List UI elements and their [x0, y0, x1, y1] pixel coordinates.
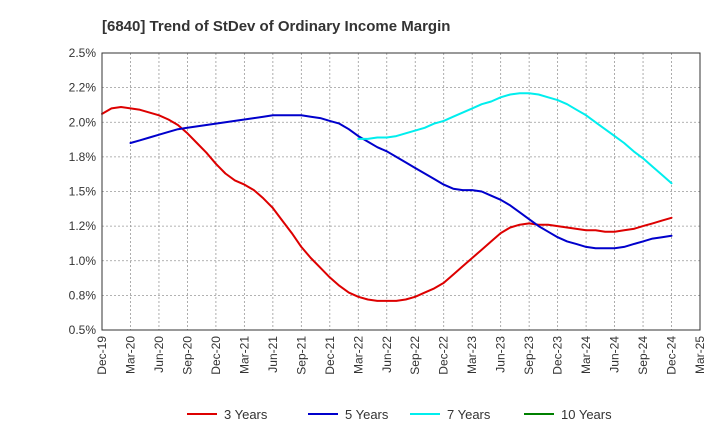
y-tick-label: 2.0%: [69, 115, 97, 129]
x-tick-label: Dec-24: [665, 336, 679, 375]
y-tick-label: 1.0%: [69, 254, 97, 268]
x-tick-label: Jun-21: [266, 336, 280, 373]
y-tick-label: 2.2%: [69, 81, 97, 95]
y-tick-label: 1.2%: [69, 219, 97, 233]
x-tick-label: Jun-22: [380, 336, 394, 373]
series-line-7-years: [357, 92, 673, 185]
x-tick-label: Dec-20: [209, 336, 223, 375]
series-line-5-years: [129, 114, 673, 250]
plot-lines: [101, 92, 673, 302]
x-tick-label: Sep-24: [636, 336, 650, 375]
y-tick-label: 0.8%: [69, 288, 97, 302]
y-tick-label: 1.5%: [69, 185, 97, 199]
x-tick-label: Sep-23: [522, 336, 536, 375]
legend-label: 10 Years: [561, 407, 612, 422]
x-tick-label: Mar-23: [465, 336, 479, 374]
x-tick-label: Dec-22: [437, 336, 451, 375]
chart-title: [6840] Trend of StDev of Ordinary Income…: [102, 18, 450, 35]
x-tick-label: Mar-24: [579, 336, 593, 374]
x-tick-label: Jun-20: [152, 336, 166, 373]
x-tick-label: Jun-24: [608, 336, 622, 373]
y-axis: 2.5% 2.2% 2.0% 1.8% 1.5% 1.2% 1.0% 0.8% 0.5%: [69, 46, 97, 337]
x-tick-label: Mar-21: [237, 336, 251, 374]
x-tick-label: Sep-22: [408, 336, 422, 375]
y-tick-label: 2.5%: [69, 46, 97, 60]
legend: 3 Years 5 Years 7 Years 10 Years: [187, 407, 612, 422]
legend-label: 7 Years: [447, 407, 491, 422]
legend-label: 5 Years: [345, 407, 389, 422]
plot-frame: [101, 52, 701, 331]
x-tick-label: Dec-21: [323, 336, 337, 375]
x-tick-label: Mar-22: [351, 336, 365, 374]
y-tick-label: 1.8%: [69, 150, 97, 164]
x-tick-label: Sep-21: [294, 336, 308, 375]
x-tick-label: Mar-25: [693, 336, 707, 374]
legend-label: 3 Years: [224, 407, 268, 422]
x-tick-label: Dec-19: [95, 336, 109, 375]
x-tick-label: Jun-23: [494, 336, 508, 373]
x-tick-label: Mar-20: [123, 336, 137, 374]
grid: [102, 53, 700, 330]
series-line-3-years: [101, 106, 673, 302]
x-tick-label: Sep-20: [180, 336, 194, 375]
x-axis: Dec-19 Mar-20 Jun-20 Sep-20 Dec-20 Mar-21 Jun-…: [95, 336, 707, 375]
x-tick-label: Dec-23: [551, 336, 565, 375]
y-tick-label: 0.5%: [69, 323, 97, 337]
